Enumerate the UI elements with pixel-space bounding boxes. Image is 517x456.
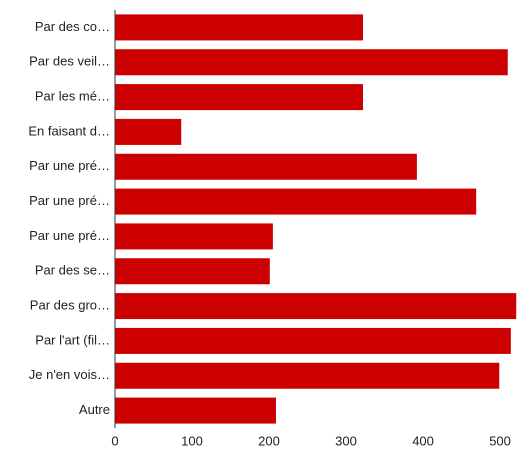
y-tick-label: En faisant d… [28,123,110,138]
y-tick-label: Je n'en vois… [29,367,110,382]
y-tick-label: Par l'art (fil… [35,332,110,347]
y-tick-label: Par une pré… [29,228,110,243]
bar [115,258,270,285]
y-tick-label: Par des se… [35,263,110,278]
y-tick-label: Par des veil… [29,54,110,69]
y-tick-label: Par une pré… [29,193,110,208]
bar [115,327,511,354]
bar [115,153,417,180]
y-tick-label: Par les mé… [35,89,110,104]
bar [115,49,508,76]
bar [115,84,363,111]
x-tick-label: 400 [412,433,434,448]
x-tick-label: 0 [111,433,118,448]
bar [115,293,517,320]
x-tick-label: 200 [258,433,280,448]
bar [115,362,500,389]
x-tick-label: 100 [181,433,203,448]
y-tick-label: Autre [79,402,110,417]
x-tick-label: 300 [335,433,357,448]
y-tick-label: Par une pré… [29,158,110,173]
bar [115,397,276,424]
bar [115,188,477,215]
bar [115,223,273,250]
y-tick-label: Par des co… [35,19,110,34]
bar [115,14,363,41]
y-tick-label: Par des gro… [30,298,110,313]
bar [115,118,182,145]
x-tick-label: 500 [489,433,511,448]
